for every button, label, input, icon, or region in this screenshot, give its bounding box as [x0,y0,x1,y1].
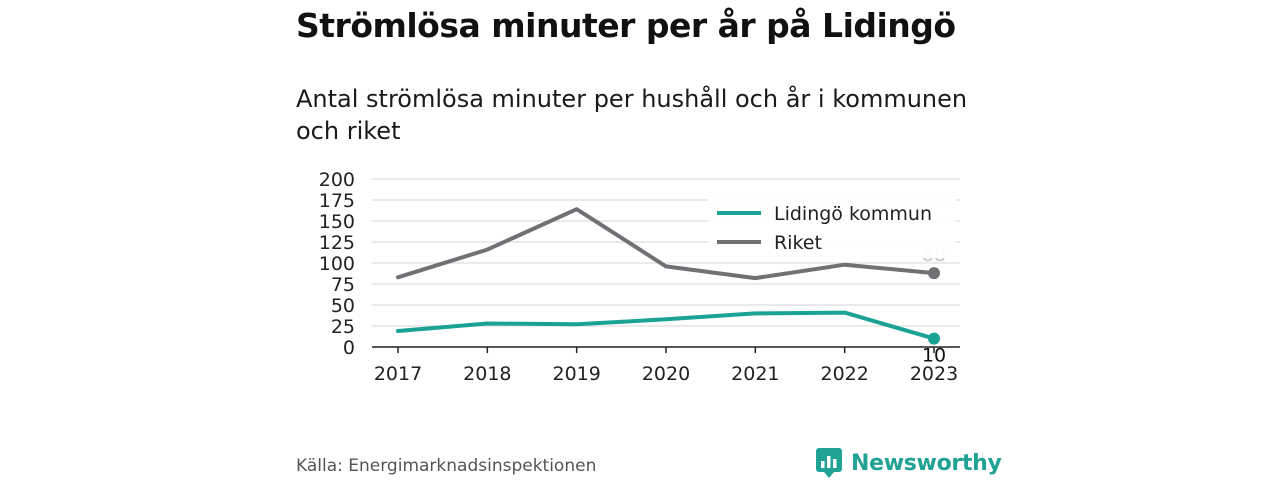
y-tick-label: 50 [331,295,355,317]
x-axis: 2017 2018 2019 2020 2021 2022 2023 [372,346,960,385]
y-tick-label: 0 [343,337,355,359]
y-tick-label: 25 [331,316,355,338]
y-tick-label: 125 [319,232,355,254]
legend-label: Riket [774,232,822,254]
series-line-riket [396,207,936,281]
x-tick-label: 2017 [374,363,422,385]
brand-name: Newsworthy [851,450,1002,476]
newsworthy-logo: Newsworthy [815,446,1002,480]
chart-title: Strömlösa minuter per år på Lidingö [296,6,956,45]
chart-subtitle: Antal strömlösa minuter per hushåll och … [296,85,968,145]
x-tick-label: 2023 [910,363,958,385]
legend-box [708,196,956,258]
legend: Lidingö kommun Riket [708,196,956,258]
x-tick-label: 2022 [820,363,868,385]
legend-label: Lidingö kommun [774,203,932,225]
end-value-label: 10 [922,345,946,367]
end-point-riket [928,267,940,280]
source-note: Källa: Energimarknadsinspektionen [296,456,597,476]
y-tick-label: 100 [319,253,355,275]
y-tick-label: 200 [319,169,355,191]
bar-chart-speech-bubble-icon [816,448,842,478]
y-tick-label: 175 [319,190,355,212]
line-chart: 2017 2018 2019 2020 2021 2022 2023 02550751001… [319,169,960,385]
end-point-liding-kommun [928,332,940,345]
series-lines: 1088 [396,207,946,367]
y-tick-label: 75 [331,274,355,296]
series-line-liding-kommun [396,310,936,341]
x-tick-label: 2019 [552,363,600,385]
x-tick-label: 2021 [731,363,779,385]
x-tick-label: 2018 [463,363,511,385]
y-tick-label: 150 [319,211,355,233]
x-tick-label: 2020 [642,363,690,385]
